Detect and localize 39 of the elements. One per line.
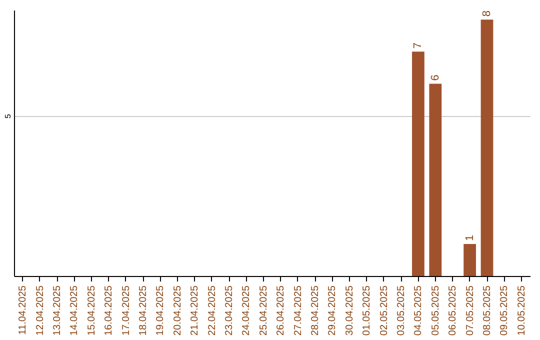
data-label: 7	[412, 42, 424, 49]
x-tick-label: 25.04.2025	[258, 285, 270, 336]
x-tick-label: 13.04.2025	[52, 285, 63, 336]
x-tick-label: 21.04.2025	[190, 285, 201, 336]
x-tick-label: 04.05.2025	[413, 285, 424, 336]
x-tick-label: 17.04.2025	[120, 285, 132, 336]
x-tick-label: 12.04.2025	[34, 285, 46, 336]
x-tick-label: 26.04.2025	[276, 285, 287, 336]
x-tick-label: 14.04.2025	[69, 285, 80, 336]
data-label: 6	[429, 74, 442, 81]
x-tick-label: 22.04.2025	[206, 285, 218, 336]
x-tick-label: 11.04.2025	[18, 285, 29, 335]
bar	[464, 244, 476, 276]
data-label: 1	[464, 234, 476, 241]
x-tick-label: 01.05.2025	[362, 285, 373, 336]
bar	[429, 84, 442, 276]
x-tick-label: 18.04.2025	[138, 285, 149, 336]
x-tick-label: 10.05.2025	[516, 285, 528, 336]
bar	[412, 52, 424, 276]
x-tick-label: 19.04.2025	[155, 285, 166, 336]
x-tick-label: 09.05.2025	[499, 285, 510, 336]
x-tick-label: 02.05.2025	[378, 285, 390, 336]
bar	[480, 20, 494, 276]
x-tick-label: 23.04.2025	[224, 285, 235, 336]
x-tick-label: 28.04.2025	[310, 285, 321, 336]
x-tick-label: 29.04.2025	[327, 285, 338, 336]
x-tick-label: 07.05.2025	[464, 285, 476, 336]
x-tick-label: 03.05.2025	[396, 285, 407, 336]
x-tick-label: 27.04.2025	[292, 285, 304, 336]
x-tick-label: 16.04.2025	[104, 285, 115, 336]
x-tick-label: 06.05.2025	[448, 285, 459, 336]
x-tick-label: 05.05.2025	[430, 285, 442, 336]
x-tick-label: 30.04.2025	[344, 285, 356, 336]
data-label: 8	[481, 10, 493, 17]
x-tick-label: 20.04.2025	[172, 285, 184, 336]
y-tick-label: 5	[4, 113, 12, 118]
x-tick-label: 08.05.2025	[482, 285, 493, 336]
x-tick-label: 24.04.2025	[241, 285, 252, 336]
x-tick-label: 15.04.2025	[86, 285, 98, 336]
